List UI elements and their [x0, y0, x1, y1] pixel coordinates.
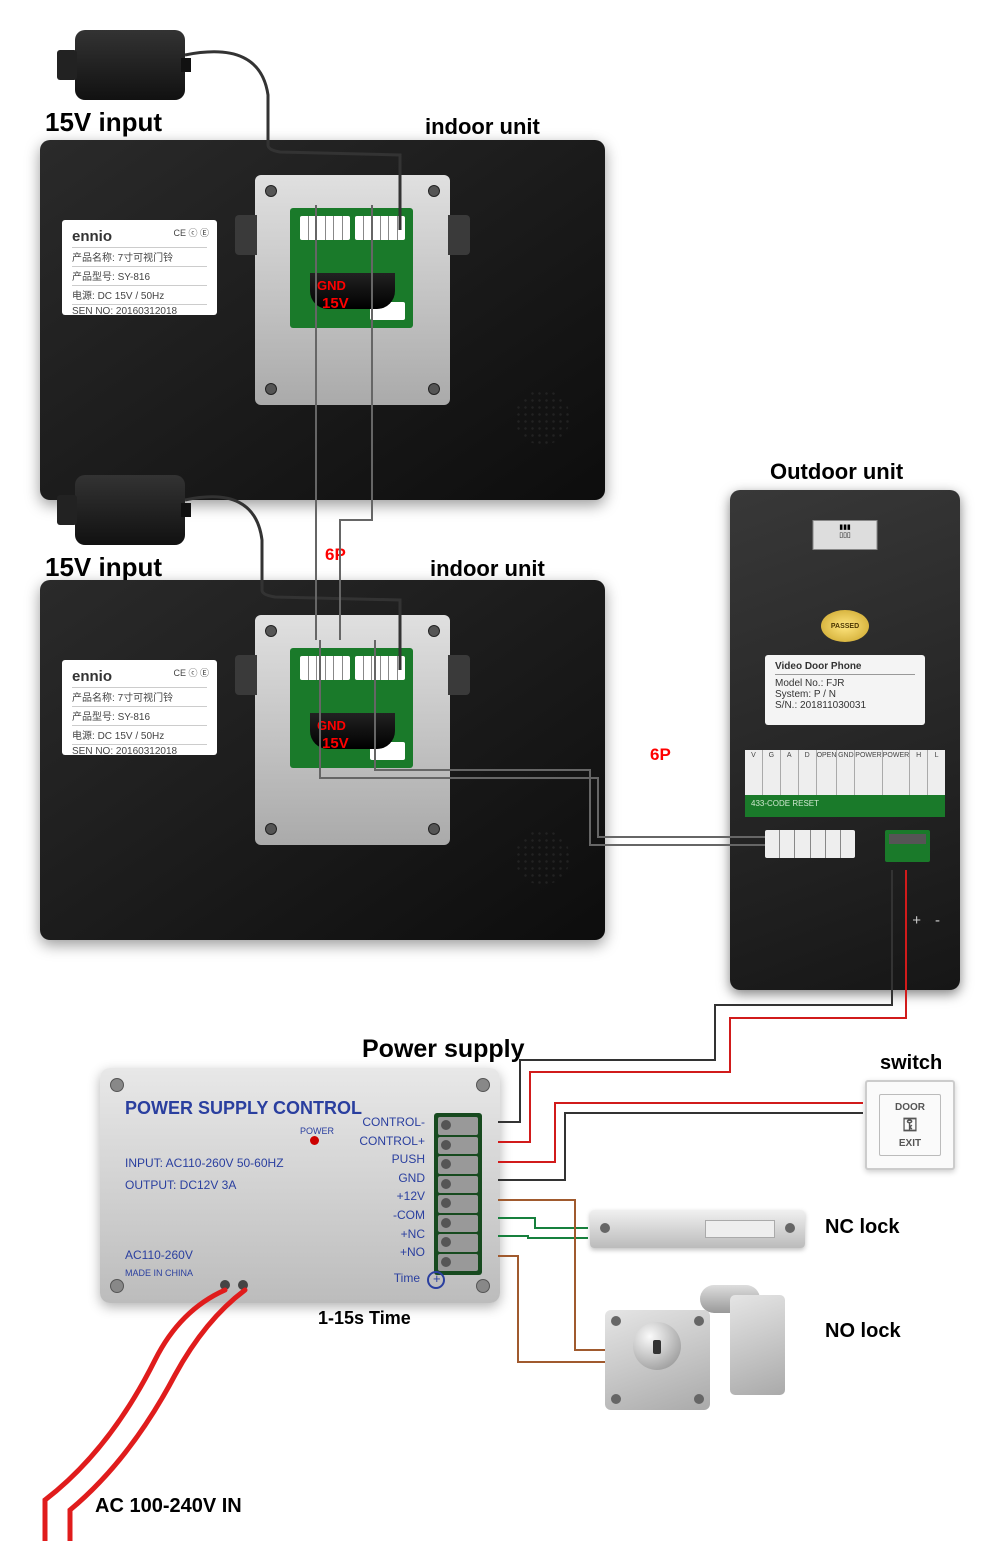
- product-label-1: ennio CE ⓒ Ⓔ 产品名称: 7寸可视门铃 产品型号: SY-816 电…: [62, 220, 217, 315]
- psu-terminal-labels: CONTROL-CONTROL+PUSHGND +12V-COM+NC+NO: [359, 1113, 425, 1262]
- no-electric-lock: [605, 1285, 785, 1410]
- pcb-15v-2: 15V: [322, 735, 349, 752]
- nc-lock-tag: [705, 1220, 775, 1238]
- pcb-1: [290, 208, 413, 328]
- door-exit-switch[interactable]: DOOR ⚿ EXIT: [865, 1080, 955, 1170]
- outdoor-unit: ▮▮▮▯▯▯ PASSED Video Door Phone Model No.…: [730, 490, 960, 990]
- switch-text-top: DOOR: [895, 1102, 925, 1113]
- label-outdoor: Outdoor unit: [770, 459, 903, 485]
- psu-time-label: Time: [394, 1271, 420, 1285]
- brand-text: ennio: [72, 228, 112, 245]
- label-15v-2: 15V input: [45, 552, 162, 583]
- outdoor-terminal-strip: 433-CODE RESET: [745, 795, 945, 817]
- mounting-bracket-2: [255, 615, 450, 845]
- connector-cam1: [300, 216, 350, 240]
- psu-time-knob[interactable]: [427, 1271, 445, 1289]
- power-adapter-1: [75, 30, 185, 100]
- label-nc: NC lock: [825, 1216, 899, 1239]
- speaker-grille-2: [515, 830, 570, 885]
- switch-text-bottom: EXIT: [899, 1138, 921, 1149]
- product-label-2: ennio CE ⓒ Ⓔ 产品名称: 7寸可视门铃 产品型号: SY-816 电…: [62, 660, 217, 755]
- psu-power-led-label: POWER: [300, 1126, 334, 1136]
- psu-terminal-strip: [434, 1113, 482, 1275]
- outdoor-top-label: ▮▮▮▯▯▯: [813, 520, 878, 550]
- label-6p-1: 6P: [325, 545, 346, 565]
- cert-marks: CE ⓒ Ⓔ: [173, 226, 209, 239]
- indoor-monitor-1: ennio CE ⓒ Ⓔ 产品名称: 7寸可视门铃 产品型号: SY-816 电…: [40, 140, 605, 500]
- label-time-range: 1-15s Time: [318, 1308, 411, 1329]
- pcb-15v-1: 15V: [322, 295, 349, 312]
- pcb-2: [290, 648, 413, 768]
- connector-cam2: [355, 216, 405, 240]
- mounting-bracket-1: [255, 175, 450, 405]
- psu-specs: INPUT: AC110-260V 50-60HZ OUTPUT: DC12V …: [125, 1153, 284, 1196]
- label-psu: Power supply: [362, 1035, 525, 1064]
- label-indoor-1: indoor unit: [425, 114, 540, 140]
- pcb-gnd-2: GND: [317, 718, 346, 733]
- label-ac-in: AC 100-240V IN: [95, 1495, 242, 1518]
- qc-passed-sticker: PASSED: [821, 610, 869, 642]
- outdoor-terminal-labels: VGAD OPENGNDPOWERPOWER HL: [745, 750, 945, 795]
- outdoor-polarity: +-: [750, 912, 940, 930]
- power-supply-control: POWER SUPPLY CONTROL POWER INPUT: AC110-…: [100, 1068, 500, 1303]
- label-15v-1: 15V input: [45, 107, 162, 138]
- pcb-gnd-1: GND: [317, 278, 346, 293]
- power-adapter-2: [75, 475, 185, 545]
- key-icon: ⚿: [903, 1115, 917, 1136]
- speaker-grille-1: [515, 390, 570, 445]
- indoor-monitor-2: ennio CE ⓒ Ⓔ 产品名称: 7寸可视门铃 产品型号: SY-816 电…: [40, 580, 605, 940]
- psu-bottom-text: AC110-260V MADE IN CHINA: [125, 1248, 193, 1278]
- psu-title: POWER SUPPLY CONTROL: [125, 1098, 362, 1119]
- psu-ac-holes: [220, 1277, 290, 1291]
- nc-magnetic-lock: [590, 1210, 805, 1248]
- label-indoor-2: indoor unit: [430, 556, 545, 582]
- psu-power-led: [310, 1136, 319, 1145]
- outdoor-6p-connector: [765, 830, 855, 858]
- label-switch: switch: [880, 1052, 942, 1075]
- label-no: NO lock: [825, 1320, 901, 1343]
- outdoor-id-label: Video Door Phone Model No.: FJR System: …: [765, 655, 925, 725]
- label-6p-2: 6P: [650, 745, 671, 765]
- outdoor-power-terminal: [885, 830, 930, 862]
